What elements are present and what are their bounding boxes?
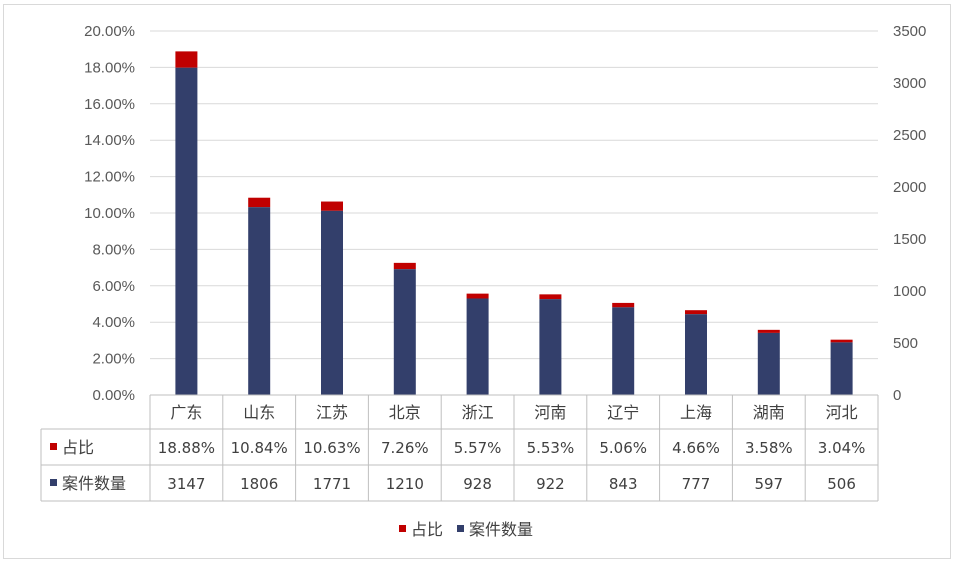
category-label: 江苏 (316, 403, 348, 422)
bar-share-10 (830, 339, 853, 343)
left-axis-tick-label: 18.00% (84, 59, 135, 76)
left-axis-tick-label: 14.00% (84, 132, 135, 149)
bar-count-4 (393, 269, 416, 395)
bar-count-8 (685, 314, 707, 395)
bar-share-6 (539, 294, 562, 300)
table-value: 922 (536, 475, 565, 493)
table-value: 3147 (167, 475, 205, 493)
right-axis-tick-label: 3500 (893, 23, 926, 40)
category-label: 山东 (243, 403, 275, 422)
category-label: 河北 (826, 403, 858, 422)
legend-label: 占比 (411, 520, 443, 539)
table-value: 5.06% (599, 439, 647, 457)
category-label: 河南 (534, 403, 566, 422)
table-legend-key (50, 443, 57, 450)
table-value: 4.66% (672, 439, 720, 457)
table-value: 5.57% (454, 439, 502, 457)
bar-share-8 (685, 310, 707, 315)
bar-share-3 (321, 201, 343, 211)
category-label: 湖南 (753, 403, 785, 422)
category-label: 北京 (389, 403, 421, 422)
bar-count-1 (175, 67, 198, 395)
bar-count-9 (757, 332, 780, 395)
table-value: 10.84% (231, 439, 288, 457)
right-axis-tick-label: 2000 (893, 179, 926, 196)
right-axis-tick-label: 0 (893, 387, 901, 404)
bar-count-6 (539, 299, 562, 395)
bar-count-7 (612, 307, 635, 395)
bar-share-2 (248, 197, 271, 208)
bar-share-1 (175, 51, 198, 68)
table-value: 506 (827, 475, 856, 493)
bar-count-10 (830, 342, 853, 395)
category-label: 广东 (170, 403, 202, 422)
table-value: 777 (682, 475, 711, 493)
legend-key (399, 525, 406, 532)
chart-frame (3, 4, 951, 559)
left-axis-tick-label: 6.00% (92, 278, 135, 295)
table-value: 597 (754, 475, 783, 493)
table-value: 3.04% (818, 439, 866, 457)
legend-key (457, 525, 464, 532)
table-value: 3.58% (745, 439, 793, 457)
table-value: 1771 (313, 475, 351, 493)
bar-count-2 (248, 207, 271, 395)
bar-share-9 (757, 329, 780, 333)
legend-label: 案件数量 (469, 520, 533, 539)
right-axis-tick-label: 500 (893, 335, 918, 352)
right-axis-tick-label: 3000 (893, 75, 926, 92)
left-axis-tick-label: 4.00% (92, 314, 135, 331)
table-value: 18.88% (158, 439, 215, 457)
right-axis-tick-label: 1500 (893, 231, 926, 248)
bar-share-5 (466, 293, 489, 299)
left-axis-tick-label: 0.00% (92, 387, 135, 404)
table-legend-key (50, 479, 57, 486)
table-value: 10.63% (303, 439, 360, 457)
left-axis-tick-label: 20.00% (84, 23, 135, 40)
category-label: 上海 (680, 403, 712, 422)
right-axis-tick-label: 2500 (893, 127, 926, 144)
category-label: 辽宁 (607, 403, 639, 422)
category-label: 浙江 (462, 403, 494, 422)
table-value: 5.53% (527, 439, 575, 457)
table-series-name: 案件数量 (62, 474, 126, 493)
bar-share-4 (393, 262, 416, 270)
table-value: 7.26% (381, 439, 429, 457)
table-value: 843 (609, 475, 638, 493)
table-series-name: 占比 (62, 438, 94, 457)
bar-count-5 (466, 298, 489, 395)
left-axis-tick-label: 8.00% (92, 241, 135, 258)
table-value: 1806 (240, 475, 278, 493)
table-value: 928 (463, 475, 492, 493)
bar-share-7 (612, 302, 635, 308)
right-axis-tick-label: 1000 (893, 283, 926, 300)
left-axis-tick-label: 16.00% (84, 96, 135, 113)
left-axis-tick-label: 10.00% (84, 205, 135, 222)
table-value: 1210 (386, 475, 424, 493)
left-axis-tick-label: 2.00% (92, 351, 135, 368)
bar-count-3 (321, 210, 343, 395)
left-axis-tick-label: 12.00% (84, 169, 135, 186)
